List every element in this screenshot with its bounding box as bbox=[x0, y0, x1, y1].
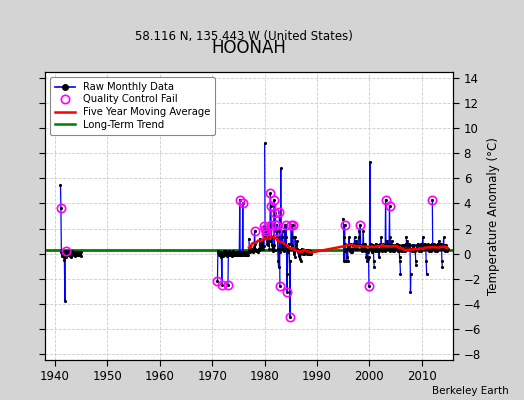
Text: 58.116 N, 135.443 W (United States): 58.116 N, 135.443 W (United States) bbox=[135, 30, 353, 43]
Legend: Raw Monthly Data, Quality Control Fail, Five Year Moving Average, Long-Term Tren: Raw Monthly Data, Quality Control Fail, … bbox=[50, 77, 215, 134]
Text: Berkeley Earth: Berkeley Earth bbox=[432, 386, 508, 396]
Title: HOONAH: HOONAH bbox=[212, 38, 286, 56]
Y-axis label: Temperature Anomaly (°C): Temperature Anomaly (°C) bbox=[487, 137, 499, 295]
